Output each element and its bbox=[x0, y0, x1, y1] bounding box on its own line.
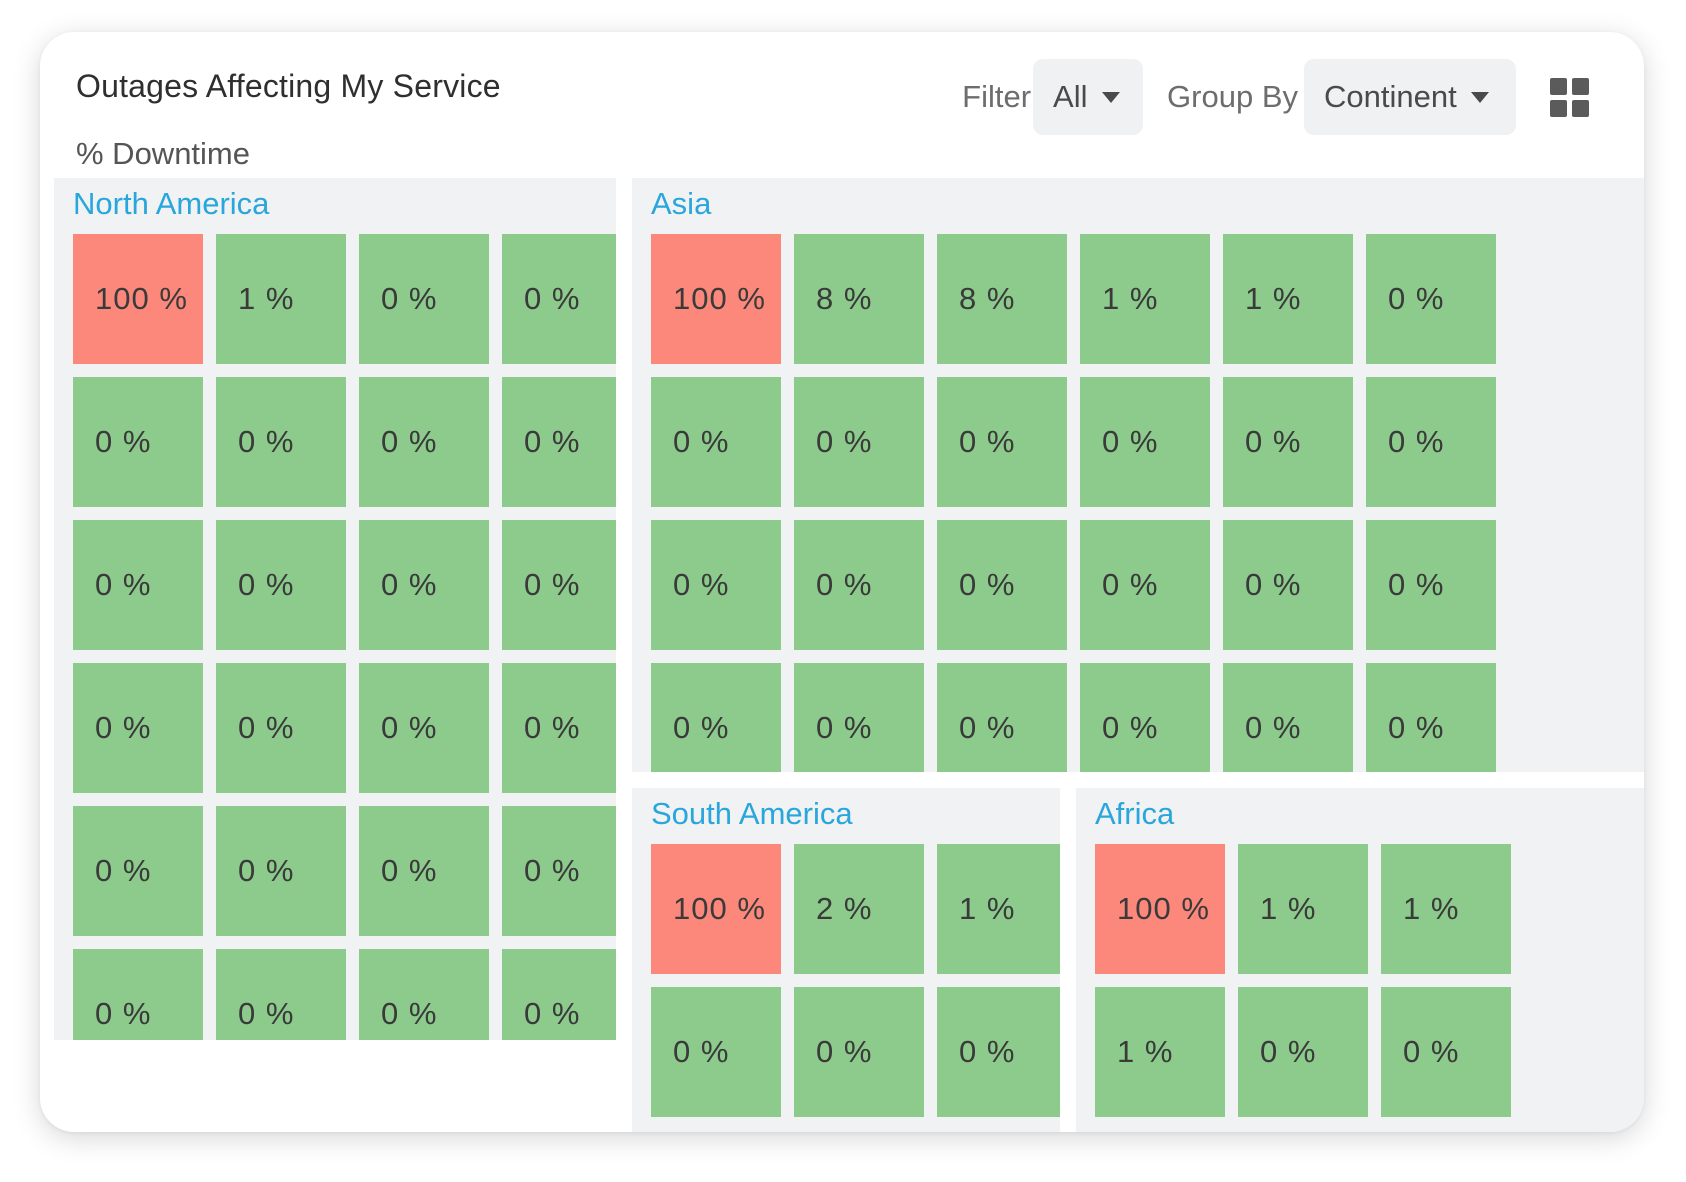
service-tile[interactable]: 0 % bbox=[651, 377, 781, 507]
service-tile[interactable]: 0 % bbox=[1223, 663, 1353, 772]
chevron-down-icon bbox=[1470, 91, 1489, 103]
service-tile[interactable]: 0 % bbox=[1223, 520, 1353, 650]
service-tile[interactable]: 0 % bbox=[1366, 520, 1496, 650]
filter-label: Filter bbox=[962, 79, 1032, 114]
service-tile[interactable]: 0 % bbox=[937, 987, 1060, 1117]
region-title[interactable]: Africa bbox=[1095, 796, 1175, 831]
region-asia: Asia 100 % 8 % 8 % 1 % 1 % 0 % 0 % 0 % 0 % 0 % 0 %… bbox=[632, 178, 1644, 772]
service-tile[interactable]: 0 % bbox=[359, 663, 489, 793]
service-tile[interactable]: 0 % bbox=[1080, 520, 1210, 650]
service-tile[interactable]: 0 % bbox=[1080, 663, 1210, 772]
group-by-value: Continent bbox=[1324, 79, 1457, 114]
filter-dropdown[interactable]: All bbox=[1033, 59, 1144, 135]
service-tile[interactable]: 0 % bbox=[1366, 377, 1496, 507]
service-tile[interactable]: 0 % bbox=[359, 234, 489, 364]
service-tile[interactable]: 0 % bbox=[73, 663, 203, 793]
service-tile[interactable]: 8 % bbox=[794, 234, 924, 364]
group-by-dropdown[interactable]: Continent bbox=[1304, 59, 1516, 135]
service-tile[interactable]: 100 % bbox=[1095, 844, 1225, 974]
service-tile[interactable]: 100 % bbox=[73, 234, 203, 364]
service-tile[interactable]: 100 % bbox=[651, 844, 781, 974]
service-tile[interactable]: 0 % bbox=[502, 806, 616, 936]
service-tile[interactable]: 1 % bbox=[1238, 844, 1368, 974]
service-tile[interactable]: 0 % bbox=[1381, 987, 1511, 1117]
service-tile[interactable]: 0 % bbox=[651, 520, 781, 650]
service-tile[interactable]: 0 % bbox=[794, 520, 924, 650]
service-tile[interactable]: 0 % bbox=[502, 949, 616, 1040]
service-tile[interactable]: 0 % bbox=[216, 520, 346, 650]
service-tile[interactable]: 1 % bbox=[937, 844, 1060, 974]
service-tile[interactable]: 0 % bbox=[502, 663, 616, 793]
service-tile[interactable]: 0 % bbox=[937, 377, 1067, 507]
service-tile[interactable]: 0 % bbox=[216, 663, 346, 793]
service-tile[interactable]: 0 % bbox=[937, 520, 1067, 650]
region-africa: Africa 100 % 1 % 1 % 1 % 0 % 0 % bbox=[1076, 788, 1644, 1132]
toolbar: Filter All Group By Continent bbox=[962, 58, 1644, 136]
grid-view-icon[interactable] bbox=[1550, 78, 1589, 117]
region-title[interactable]: South America bbox=[651, 796, 853, 831]
service-tile[interactable]: 8 % bbox=[937, 234, 1067, 364]
service-tile[interactable]: 0 % bbox=[1223, 377, 1353, 507]
service-tile[interactable]: 100 % bbox=[651, 234, 781, 364]
service-tile[interactable]: 0 % bbox=[216, 949, 346, 1040]
service-tile[interactable]: 0 % bbox=[502, 520, 616, 650]
group-by-label: Group By bbox=[1167, 79, 1298, 114]
outages-card: Outages Affecting My Service % Downtime … bbox=[40, 32, 1644, 1132]
service-tile[interactable]: 0 % bbox=[651, 987, 781, 1117]
service-tile[interactable]: 1 % bbox=[1381, 844, 1511, 974]
service-tile[interactable]: 0 % bbox=[937, 663, 1067, 772]
service-tile[interactable]: 0 % bbox=[359, 377, 489, 507]
region-title[interactable]: North America bbox=[73, 186, 270, 221]
service-tile[interactable]: 1 % bbox=[1095, 987, 1225, 1117]
service-tile[interactable]: 0 % bbox=[216, 377, 346, 507]
service-tile[interactable]: 1 % bbox=[1080, 234, 1210, 364]
filter-value: All bbox=[1053, 79, 1088, 114]
chevron-down-icon bbox=[1101, 91, 1120, 103]
service-tile[interactable]: 0 % bbox=[359, 949, 489, 1040]
card-title: Outages Affecting My Service bbox=[76, 68, 501, 104]
service-tile[interactable]: 0 % bbox=[1080, 377, 1210, 507]
service-tile[interactable]: 0 % bbox=[73, 949, 203, 1040]
service-tile[interactable]: 0 % bbox=[502, 234, 616, 364]
service-tile[interactable]: 1 % bbox=[216, 234, 346, 364]
service-tile[interactable]: 0 % bbox=[794, 377, 924, 507]
service-tile[interactable]: 0 % bbox=[794, 987, 924, 1117]
service-tile[interactable]: 0 % bbox=[73, 377, 203, 507]
service-tile[interactable]: 2 % bbox=[794, 844, 924, 974]
service-tile[interactable]: 0 % bbox=[73, 806, 203, 936]
region-north-america: North America 100 % 1 % 0 % 0 % 0 % 0 % 0 % 0 %… bbox=[54, 178, 616, 1040]
service-tile[interactable]: 0 % bbox=[73, 520, 203, 650]
service-tile[interactable]: 0 % bbox=[1366, 663, 1496, 772]
service-tile[interactable]: 0 % bbox=[216, 806, 346, 936]
service-tile[interactable]: 0 % bbox=[502, 377, 616, 507]
service-tile[interactable]: 0 % bbox=[651, 663, 781, 772]
service-tile[interactable]: 0 % bbox=[359, 806, 489, 936]
service-tile[interactable]: 0 % bbox=[1238, 987, 1368, 1117]
service-tile[interactable]: 1 % bbox=[1223, 234, 1353, 364]
service-tile[interactable]: 0 % bbox=[794, 663, 924, 772]
card-subtitle: % Downtime bbox=[76, 136, 250, 171]
region-title[interactable]: Asia bbox=[651, 186, 712, 221]
service-tile[interactable]: 0 % bbox=[1366, 234, 1496, 364]
service-tile[interactable]: 0 % bbox=[359, 520, 489, 650]
region-south-america: South America 100 % 2 % 1 % 0 % 0 % 0 % bbox=[632, 788, 1060, 1132]
